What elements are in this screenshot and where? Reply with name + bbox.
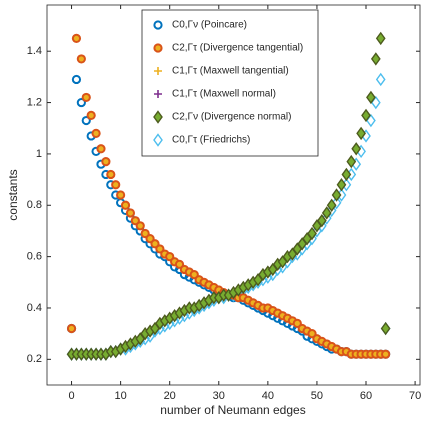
y-tick-label: 0.2 xyxy=(27,353,42,365)
point xyxy=(120,200,131,210)
legend-label: C2,Γν (Divergence normal) xyxy=(172,112,291,123)
x-tick-label: 50 xyxy=(311,390,323,402)
x-tick-label: 10 xyxy=(114,390,126,402)
point xyxy=(66,323,77,334)
y-tick-label: 1.4 xyxy=(27,45,42,57)
legend-marker xyxy=(153,110,163,124)
point xyxy=(71,74,82,85)
x-tick-label: 60 xyxy=(360,390,372,402)
point xyxy=(101,157,111,167)
legend-label: C0,Γν (Poincare) xyxy=(172,20,247,31)
legend-marker xyxy=(154,90,162,98)
point xyxy=(125,208,136,218)
x-tick-label: 20 xyxy=(164,390,176,402)
legend-marker xyxy=(153,20,163,30)
point xyxy=(341,167,352,182)
y-tick-label: 1.2 xyxy=(27,96,42,108)
y-tick-label: 0.8 xyxy=(27,199,42,211)
point xyxy=(331,196,342,210)
point xyxy=(336,178,347,192)
point xyxy=(326,203,337,218)
x-axis-label: number of Neumann edges xyxy=(160,403,305,417)
y-tick-label: 0.6 xyxy=(27,251,42,263)
point xyxy=(346,154,357,169)
point xyxy=(106,169,116,180)
point xyxy=(375,31,386,46)
y-axis-label: constants xyxy=(6,169,20,220)
point xyxy=(91,128,101,138)
point xyxy=(380,321,391,336)
point xyxy=(326,198,337,212)
legend-marker xyxy=(153,133,163,147)
point xyxy=(116,190,126,200)
y-tick-label: 1 xyxy=(36,148,42,160)
legend-label: C0,Γτ (Friedrichs) xyxy=(172,135,250,146)
point xyxy=(76,54,86,64)
legend-label: C1,Γτ (Maxwell tangential) xyxy=(172,66,289,77)
point xyxy=(307,226,317,241)
legend-box xyxy=(141,9,319,157)
point xyxy=(370,52,381,66)
point xyxy=(351,142,362,156)
x-tick-label: 30 xyxy=(213,390,225,402)
legend-marker xyxy=(154,67,162,75)
legend-label: C2,Γτ (Divergence tangential) xyxy=(172,43,303,54)
x-tick-label: 40 xyxy=(262,390,274,402)
point xyxy=(321,206,332,220)
point xyxy=(331,188,342,202)
point xyxy=(375,72,386,87)
point xyxy=(356,126,366,141)
axes-box xyxy=(46,4,421,386)
point xyxy=(81,92,91,103)
point xyxy=(366,90,376,105)
y-tick-label: 0.4 xyxy=(27,302,42,314)
point xyxy=(111,180,121,190)
point xyxy=(381,349,391,359)
point xyxy=(81,115,91,126)
x-tick-label: 0 xyxy=(68,390,74,402)
point xyxy=(71,33,82,43)
x-tick-label: 70 xyxy=(409,390,421,402)
point xyxy=(316,213,327,228)
point xyxy=(76,97,86,108)
point xyxy=(86,110,96,121)
legend-label: C1,Γτ (Maxwell normal) xyxy=(172,89,276,100)
legend-marker xyxy=(153,43,163,53)
point xyxy=(321,211,332,225)
point xyxy=(96,144,106,154)
legend: C0,Γν (Poincare) C2,Γτ (Divergence tangen… xyxy=(141,9,319,157)
point xyxy=(361,108,371,123)
point xyxy=(135,221,145,231)
